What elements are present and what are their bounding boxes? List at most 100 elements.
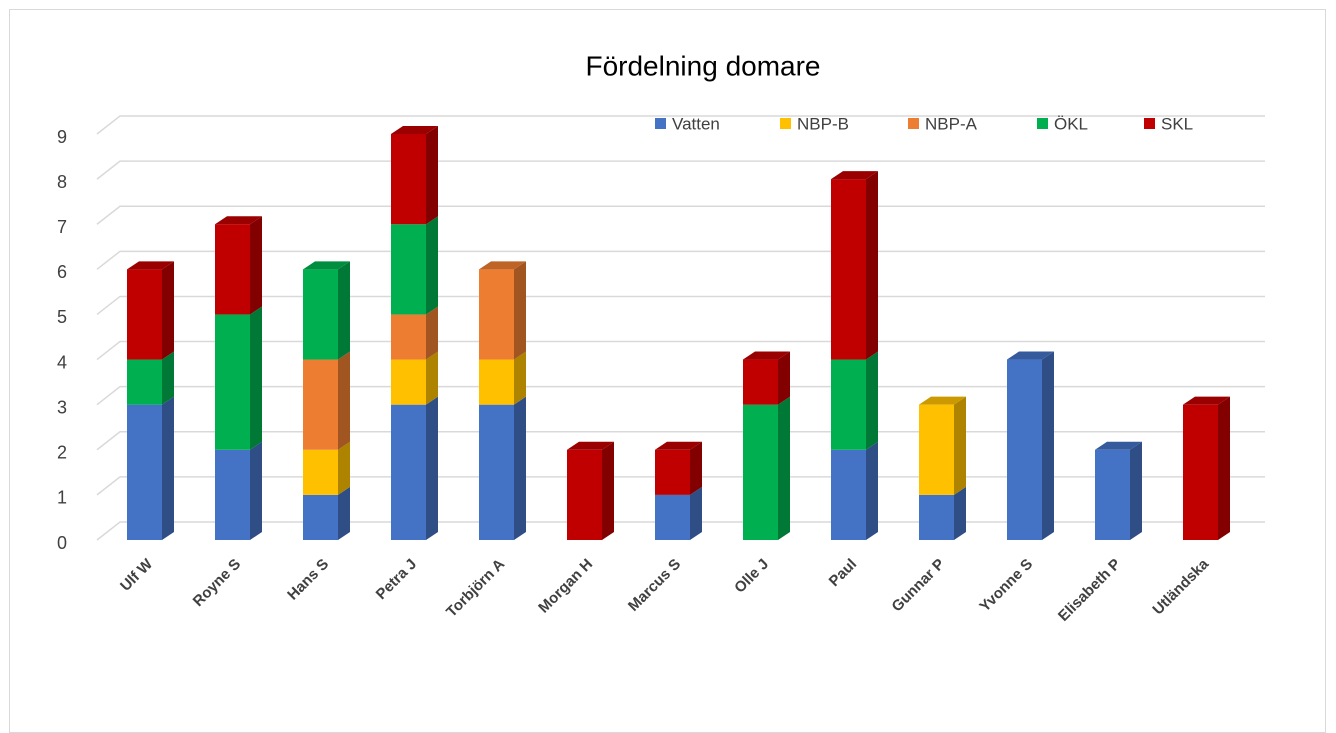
bar-top [479, 261, 526, 270]
bar [479, 359, 514, 405]
bar-side [426, 351, 438, 405]
bar [303, 494, 338, 540]
bar-side [338, 441, 350, 495]
grid-line [96, 295, 1265, 316]
y-tick-label: 6 [57, 262, 67, 282]
bar-top [303, 261, 350, 270]
y-tick-label: 4 [57, 352, 67, 372]
bar [1095, 449, 1130, 540]
legend-swatch [1037, 118, 1048, 129]
bar [1183, 404, 1218, 540]
bar [391, 359, 426, 405]
bar-side [778, 351, 790, 405]
bar [215, 224, 250, 315]
bar-side [954, 486, 966, 540]
legend-label: NBP-B [797, 114, 849, 133]
bar-side [602, 441, 614, 540]
bar [1007, 359, 1042, 540]
bar-side [866, 441, 878, 540]
y-tick-label: 0 [57, 533, 67, 553]
bar-side [1042, 351, 1054, 540]
bar [919, 494, 954, 540]
bar [567, 449, 602, 540]
y-tick-label: 1 [57, 488, 67, 508]
bar [831, 449, 866, 540]
bar-side [338, 351, 350, 450]
bar-side [690, 486, 702, 540]
grid-line [96, 340, 1265, 361]
bar [391, 134, 426, 225]
bar-side [1218, 396, 1230, 540]
chart-title: Fördelning domare [585, 50, 820, 81]
y-tick-label: 8 [57, 172, 67, 192]
bar-top [1007, 351, 1054, 360]
bar-top [127, 261, 174, 270]
bar-top [831, 171, 878, 180]
bar-side [426, 306, 438, 360]
bar-side [954, 396, 966, 495]
bar [127, 269, 162, 360]
bar-side [514, 396, 526, 540]
bar [303, 449, 338, 495]
bar [919, 404, 954, 495]
bar [303, 359, 338, 450]
legend-label: SKL [1161, 114, 1193, 133]
chart-frame [9, 9, 1326, 733]
bar-side [162, 261, 174, 360]
grid-line [96, 521, 1265, 541]
bar-side [338, 261, 350, 360]
bar-side [426, 216, 438, 315]
bar [655, 494, 690, 540]
grid-line [96, 431, 1265, 451]
grid-line [96, 250, 1265, 270]
bar-side [866, 351, 878, 450]
y-tick-label: 3 [57, 397, 67, 417]
bar [391, 314, 426, 360]
legend-label: NBP-A [925, 114, 978, 133]
bar-side [250, 441, 262, 540]
grid-line [96, 205, 1265, 225]
bar-top [567, 441, 614, 450]
legend-label: Vatten [672, 114, 720, 133]
legend-swatch [655, 118, 666, 129]
bar-side [514, 351, 526, 405]
bar-top [1183, 396, 1230, 405]
bar-side [250, 216, 262, 315]
legend-label: ÖKL [1054, 114, 1088, 133]
grid-line [96, 160, 1265, 180]
bar [215, 449, 250, 540]
legend-swatch [1144, 118, 1155, 129]
bar [831, 179, 866, 360]
bar [127, 404, 162, 540]
legend-swatch [908, 118, 919, 129]
bar [479, 404, 514, 540]
bar-side [426, 126, 438, 225]
y-tick-label: 2 [57, 443, 67, 463]
grid-line [96, 385, 1265, 406]
grid-line [96, 115, 1265, 135]
y-tick-label: 5 [57, 307, 67, 327]
bar-top [1095, 441, 1142, 450]
bar-side [514, 261, 526, 360]
bar-top [743, 351, 790, 360]
bar-top [655, 441, 702, 450]
bar-side [778, 396, 790, 540]
bar-side [690, 441, 702, 495]
bar-top [391, 126, 438, 134]
bar [479, 269, 514, 360]
bar [831, 359, 866, 450]
bar [743, 404, 778, 540]
bar-side [162, 396, 174, 540]
bar-side [1130, 441, 1142, 540]
bar [215, 314, 250, 450]
bar [391, 224, 426, 315]
bar-side [866, 171, 878, 360]
bar [303, 269, 338, 360]
bar-top [215, 216, 262, 225]
bar-side [338, 486, 350, 540]
bar [391, 404, 426, 540]
bar [127, 359, 162, 405]
grid-line [96, 476, 1265, 496]
bar-side [426, 396, 438, 540]
bar-side [250, 306, 262, 450]
